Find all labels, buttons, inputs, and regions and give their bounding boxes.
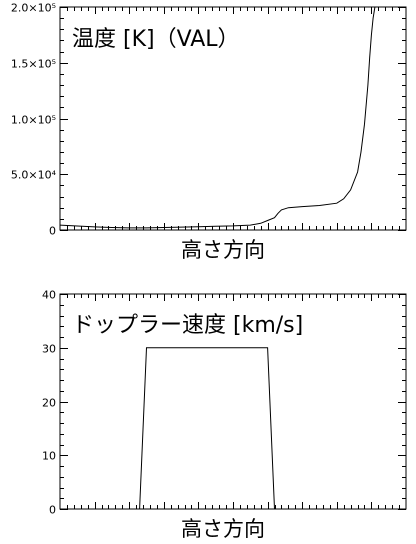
- y-tick-label: 40: [42, 289, 56, 302]
- chart-title: 温度 [K]（VAL）: [72, 27, 240, 52]
- series-line: [59, 6, 376, 229]
- chart-1: 0 5.0×10⁴ 1.0×10⁵ 1.5×10⁵ 2.0×10⁵ 温度 [K]（VAL）…: [11, 2, 407, 262]
- chart-2: 0 10 20 30 40 ドップラー速度 [km/s] 高さ方向: [42, 289, 407, 541]
- x-axis-label: 高さ方向: [181, 517, 265, 541]
- y-tick-label: 10: [42, 450, 56, 463]
- chart-title: ドップラー速度 [km/s]: [72, 313, 303, 338]
- y-tick-label: 5.0×10⁴: [11, 169, 57, 182]
- y-tick-label: 2.0×10⁵: [11, 2, 56, 15]
- x-axis-label: 高さ方向: [181, 238, 265, 262]
- y-tick-label: 1.5×10⁵: [11, 58, 56, 71]
- y-tick-label: 0: [49, 504, 56, 517]
- series-line: [60, 347, 406, 510]
- y-tick-label: 1.0×10⁵: [11, 114, 56, 127]
- y-tick-label: 30: [42, 343, 56, 356]
- y-tick-label: 0: [49, 225, 56, 238]
- y-tick-label: 20: [42, 397, 56, 410]
